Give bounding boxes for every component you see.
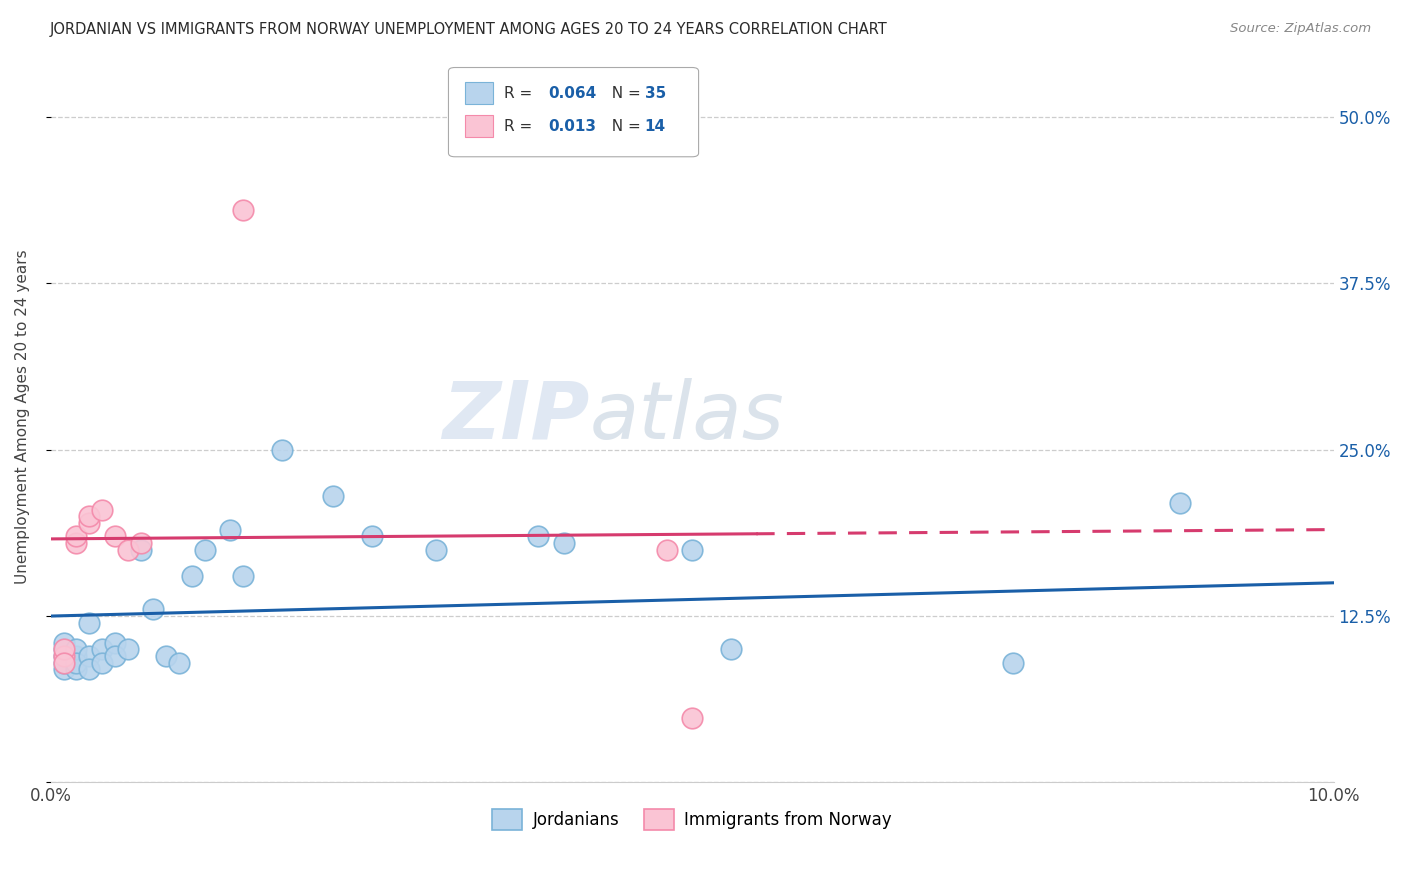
Point <box>79 662 101 676</box>
FancyBboxPatch shape <box>449 68 699 157</box>
Point <box>65 529 87 543</box>
Point <box>1001 656 1024 670</box>
Text: 0.013: 0.013 <box>548 119 596 134</box>
Point <box>720 642 742 657</box>
Text: R =: R = <box>503 86 537 101</box>
Text: R =: R = <box>503 119 537 134</box>
Point <box>91 642 114 657</box>
Point <box>79 615 101 630</box>
Point <box>79 648 101 663</box>
Point <box>117 642 139 657</box>
FancyBboxPatch shape <box>465 82 494 104</box>
Legend: Jordanians, Immigrants from Norway: Jordanians, Immigrants from Norway <box>486 803 898 836</box>
Point <box>167 656 190 670</box>
Point <box>65 656 87 670</box>
Point <box>129 542 152 557</box>
Point <box>65 662 87 676</box>
Text: N =: N = <box>602 86 645 101</box>
Y-axis label: Unemployment Among Ages 20 to 24 years: Unemployment Among Ages 20 to 24 years <box>15 249 30 584</box>
Point <box>104 529 127 543</box>
Point <box>681 542 703 557</box>
Point <box>425 542 447 557</box>
Point <box>232 203 254 218</box>
Point <box>52 642 75 657</box>
Point <box>129 536 152 550</box>
Point <box>681 711 703 725</box>
Point <box>232 569 254 583</box>
Point <box>142 602 165 616</box>
Text: atlas: atlas <box>589 377 785 456</box>
Point <box>181 569 204 583</box>
Point <box>52 635 75 649</box>
Point <box>79 509 101 524</box>
Text: 0.064: 0.064 <box>548 86 596 101</box>
Point <box>52 648 75 663</box>
Point <box>553 536 575 550</box>
Point <box>104 635 127 649</box>
Point <box>52 656 75 670</box>
Point <box>65 648 87 663</box>
Point <box>527 529 550 543</box>
Text: N =: N = <box>602 119 645 134</box>
Point <box>52 656 75 670</box>
FancyBboxPatch shape <box>465 115 494 137</box>
Point <box>322 489 344 503</box>
Point <box>91 656 114 670</box>
Point <box>655 542 678 557</box>
Text: 14: 14 <box>645 119 666 134</box>
Point <box>155 648 177 663</box>
Point <box>104 648 127 663</box>
Text: ZIP: ZIP <box>441 377 589 456</box>
Point <box>65 536 87 550</box>
Point <box>1168 496 1191 510</box>
Text: Source: ZipAtlas.com: Source: ZipAtlas.com <box>1230 22 1371 36</box>
Point <box>65 642 87 657</box>
Point <box>52 642 75 657</box>
Point <box>52 648 75 663</box>
Text: JORDANIAN VS IMMIGRANTS FROM NORWAY UNEMPLOYMENT AMONG AGES 20 TO 24 YEARS CORRE: JORDANIAN VS IMMIGRANTS FROM NORWAY UNEM… <box>49 22 887 37</box>
Point <box>79 516 101 530</box>
Point <box>91 502 114 516</box>
Point <box>360 529 382 543</box>
Point <box>194 542 217 557</box>
Point <box>219 523 242 537</box>
Text: 35: 35 <box>645 86 666 101</box>
Point <box>117 542 139 557</box>
Point <box>270 442 292 457</box>
Point <box>52 662 75 676</box>
